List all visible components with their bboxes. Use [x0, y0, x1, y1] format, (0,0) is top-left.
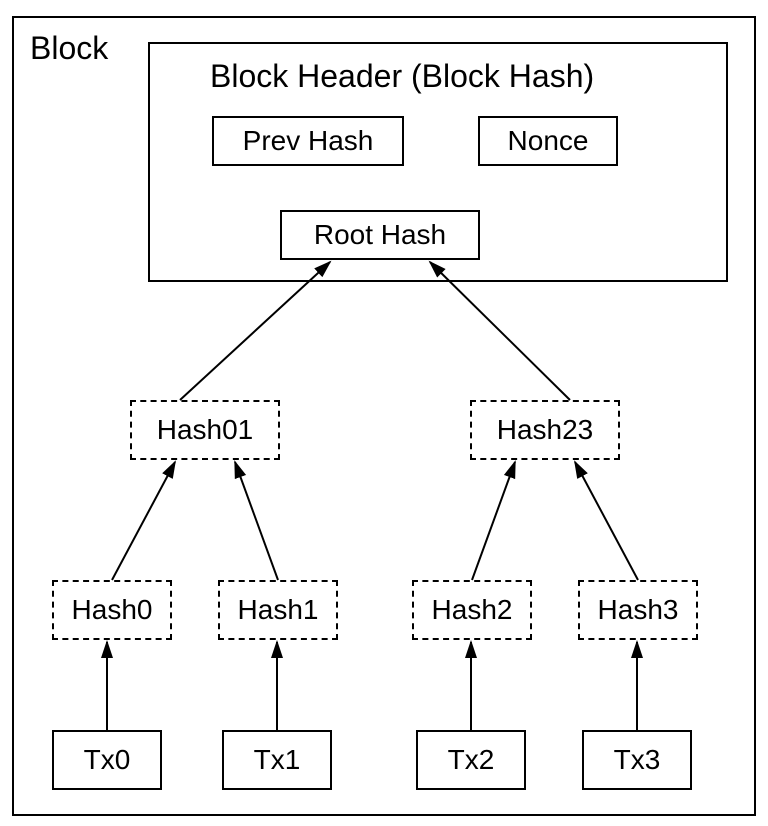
hash01-label: Hash01	[157, 414, 254, 446]
hash01-box: Hash01	[130, 400, 280, 460]
hash3-box: Hash3	[578, 580, 698, 640]
hash0-box: Hash0	[52, 580, 172, 640]
tx3-box: Tx3	[582, 730, 692, 790]
tx0-box: Tx0	[52, 730, 162, 790]
root-hash-box: Root Hash	[280, 210, 480, 260]
hash23-label: Hash23	[497, 414, 594, 446]
tx2-box: Tx2	[416, 730, 526, 790]
hash2-label: Hash2	[432, 594, 513, 626]
root-hash-label: Root Hash	[314, 219, 446, 251]
hash23-box: Hash23	[470, 400, 620, 460]
diagram-canvas: Block Block Header (Block Hash) Prev Has…	[0, 0, 768, 826]
hash3-label: Hash3	[598, 594, 679, 626]
nonce-label: Nonce	[508, 125, 589, 157]
tx0-label: Tx0	[84, 744, 131, 776]
hash1-box: Hash1	[218, 580, 338, 640]
block-header-title: Block Header (Block Hash)	[210, 58, 594, 95]
nonce-box: Nonce	[478, 116, 618, 166]
tx2-label: Tx2	[448, 744, 495, 776]
hash1-label: Hash1	[238, 594, 319, 626]
prev-hash-box: Prev Hash	[212, 116, 404, 166]
block-label: Block	[30, 30, 108, 67]
prev-hash-label: Prev Hash	[243, 125, 374, 157]
tx1-box: Tx1	[222, 730, 332, 790]
tx1-label: Tx1	[254, 744, 301, 776]
hash2-box: Hash2	[412, 580, 532, 640]
hash0-label: Hash0	[72, 594, 153, 626]
tx3-label: Tx3	[614, 744, 661, 776]
